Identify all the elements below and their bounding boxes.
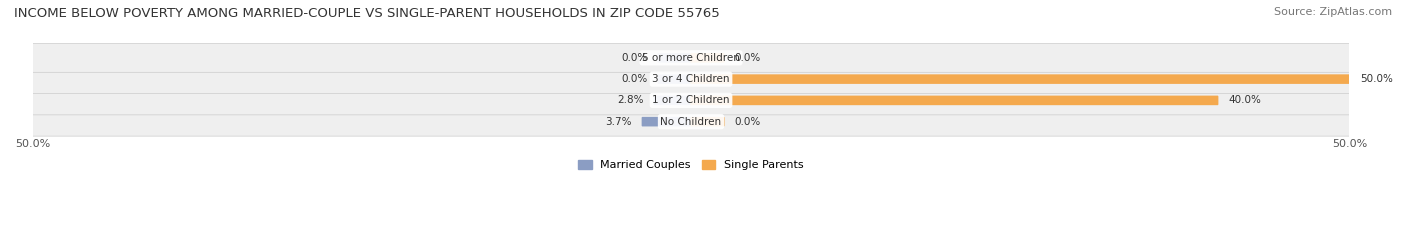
Text: 40.0%: 40.0% xyxy=(1229,95,1261,105)
Text: Source: ZipAtlas.com: Source: ZipAtlas.com xyxy=(1274,7,1392,17)
FancyBboxPatch shape xyxy=(658,74,692,84)
FancyBboxPatch shape xyxy=(641,117,692,127)
FancyBboxPatch shape xyxy=(654,96,692,105)
Text: 0.0%: 0.0% xyxy=(621,53,648,63)
Text: INCOME BELOW POVERTY AMONG MARRIED-COUPLE VS SINGLE-PARENT HOUSEHOLDS IN ZIP COD: INCOME BELOW POVERTY AMONG MARRIED-COUPL… xyxy=(14,7,720,20)
FancyBboxPatch shape xyxy=(30,65,1353,94)
FancyBboxPatch shape xyxy=(30,86,1353,115)
Text: 3 or 4 Children: 3 or 4 Children xyxy=(652,74,730,84)
Text: 0.0%: 0.0% xyxy=(621,74,648,84)
Text: 50.0%: 50.0% xyxy=(1360,74,1393,84)
Text: 5 or more Children: 5 or more Children xyxy=(643,53,740,63)
FancyBboxPatch shape xyxy=(30,107,1353,136)
FancyBboxPatch shape xyxy=(658,53,692,63)
FancyBboxPatch shape xyxy=(30,43,1353,72)
Text: 2.8%: 2.8% xyxy=(617,95,644,105)
FancyBboxPatch shape xyxy=(690,74,1350,84)
FancyBboxPatch shape xyxy=(690,53,724,63)
Legend: Married Couples, Single Parents: Married Couples, Single Parents xyxy=(578,160,804,170)
Text: 0.0%: 0.0% xyxy=(734,53,761,63)
Text: No Children: No Children xyxy=(661,117,721,127)
FancyBboxPatch shape xyxy=(690,96,1219,105)
Text: 0.0%: 0.0% xyxy=(734,117,761,127)
Text: 1 or 2 Children: 1 or 2 Children xyxy=(652,95,730,105)
Text: 3.7%: 3.7% xyxy=(605,117,631,127)
FancyBboxPatch shape xyxy=(690,117,724,127)
